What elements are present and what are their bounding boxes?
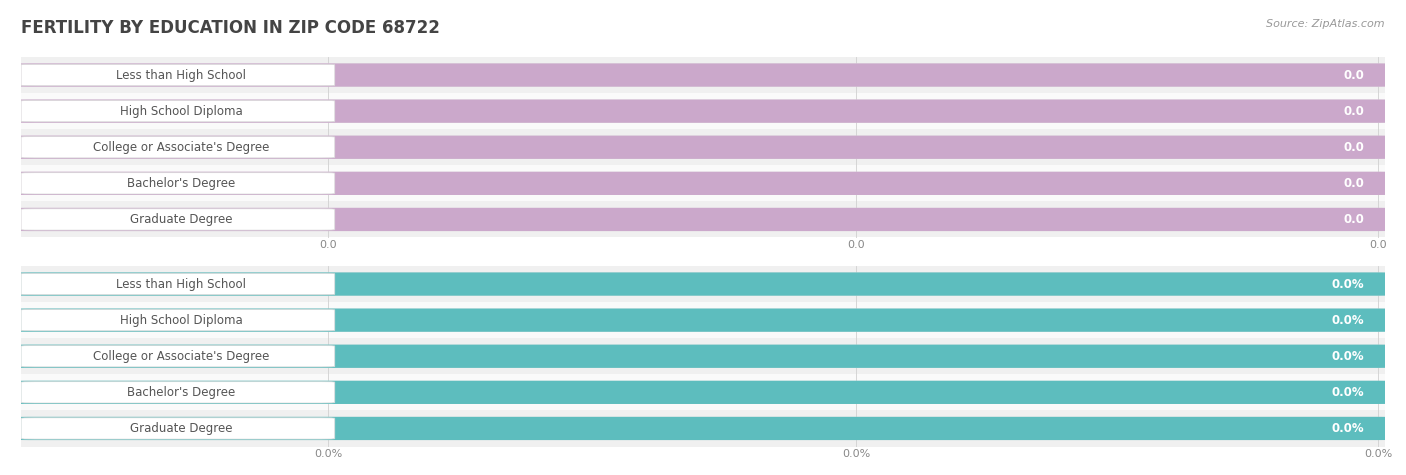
Text: College or Associate's Degree: College or Associate's Degree [93,350,270,363]
FancyBboxPatch shape [11,417,1395,440]
Text: 0.0: 0.0 [1344,213,1364,226]
FancyBboxPatch shape [11,381,1395,404]
Text: Source: ZipAtlas.com: Source: ZipAtlas.com [1267,19,1385,29]
FancyBboxPatch shape [21,173,335,194]
Text: 0.0%: 0.0% [1331,386,1364,399]
Text: 0.0: 0.0 [1344,104,1364,118]
FancyBboxPatch shape [21,310,335,331]
FancyBboxPatch shape [21,382,335,403]
Text: High School Diploma: High School Diploma [120,104,243,118]
FancyBboxPatch shape [21,137,335,158]
Text: 0.0%: 0.0% [1331,350,1364,363]
Text: FERTILITY BY EDUCATION IN ZIP CODE 68722: FERTILITY BY EDUCATION IN ZIP CODE 68722 [21,19,440,37]
Text: Graduate Degree: Graduate Degree [131,422,232,435]
Bar [21,57,1385,93]
Text: 0.0%: 0.0% [1331,422,1364,435]
Bar [21,93,1385,129]
Text: 0.0: 0.0 [1344,177,1364,190]
FancyBboxPatch shape [11,100,1395,123]
FancyBboxPatch shape [11,136,1395,159]
FancyBboxPatch shape [21,346,335,367]
Bar [21,338,1385,374]
FancyBboxPatch shape [11,64,1395,86]
Bar [21,410,1385,446]
Bar [21,374,1385,410]
Text: Less than High School: Less than High School [117,277,246,291]
Text: Graduate Degree: Graduate Degree [131,213,232,226]
Bar [21,129,1385,165]
FancyBboxPatch shape [11,64,1395,86]
FancyBboxPatch shape [11,208,1395,231]
Bar [21,266,1385,302]
FancyBboxPatch shape [11,172,1395,195]
Text: High School Diploma: High School Diploma [120,314,243,327]
FancyBboxPatch shape [11,273,1395,295]
FancyBboxPatch shape [11,309,1395,332]
FancyBboxPatch shape [21,209,335,230]
Text: Less than High School: Less than High School [117,68,246,82]
Text: 0.0: 0.0 [1344,68,1364,82]
FancyBboxPatch shape [11,172,1395,195]
Text: Bachelor's Degree: Bachelor's Degree [127,386,235,399]
FancyBboxPatch shape [21,101,335,122]
Text: 0.0%: 0.0% [1331,277,1364,291]
FancyBboxPatch shape [11,345,1395,368]
FancyBboxPatch shape [11,381,1395,404]
Bar [21,165,1385,201]
Bar [21,201,1385,238]
FancyBboxPatch shape [11,100,1395,123]
Text: Bachelor's Degree: Bachelor's Degree [127,177,235,190]
Text: College or Associate's Degree: College or Associate's Degree [93,141,270,154]
FancyBboxPatch shape [21,274,335,294]
Bar [21,302,1385,338]
FancyBboxPatch shape [11,136,1395,159]
FancyBboxPatch shape [11,273,1395,295]
FancyBboxPatch shape [11,345,1395,368]
FancyBboxPatch shape [11,309,1395,332]
FancyBboxPatch shape [21,65,335,86]
Text: 0.0: 0.0 [1344,141,1364,154]
FancyBboxPatch shape [11,417,1395,440]
Text: 0.0%: 0.0% [1331,314,1364,327]
FancyBboxPatch shape [11,208,1395,231]
FancyBboxPatch shape [21,418,335,439]
